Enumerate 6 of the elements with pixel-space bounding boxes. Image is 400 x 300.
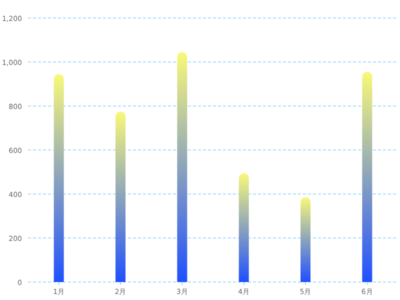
bar — [116, 112, 126, 282]
bar — [362, 72, 372, 282]
bar — [300, 197, 310, 282]
bar — [238, 173, 249, 282]
bar — [54, 74, 64, 282]
bar — [177, 52, 188, 282]
